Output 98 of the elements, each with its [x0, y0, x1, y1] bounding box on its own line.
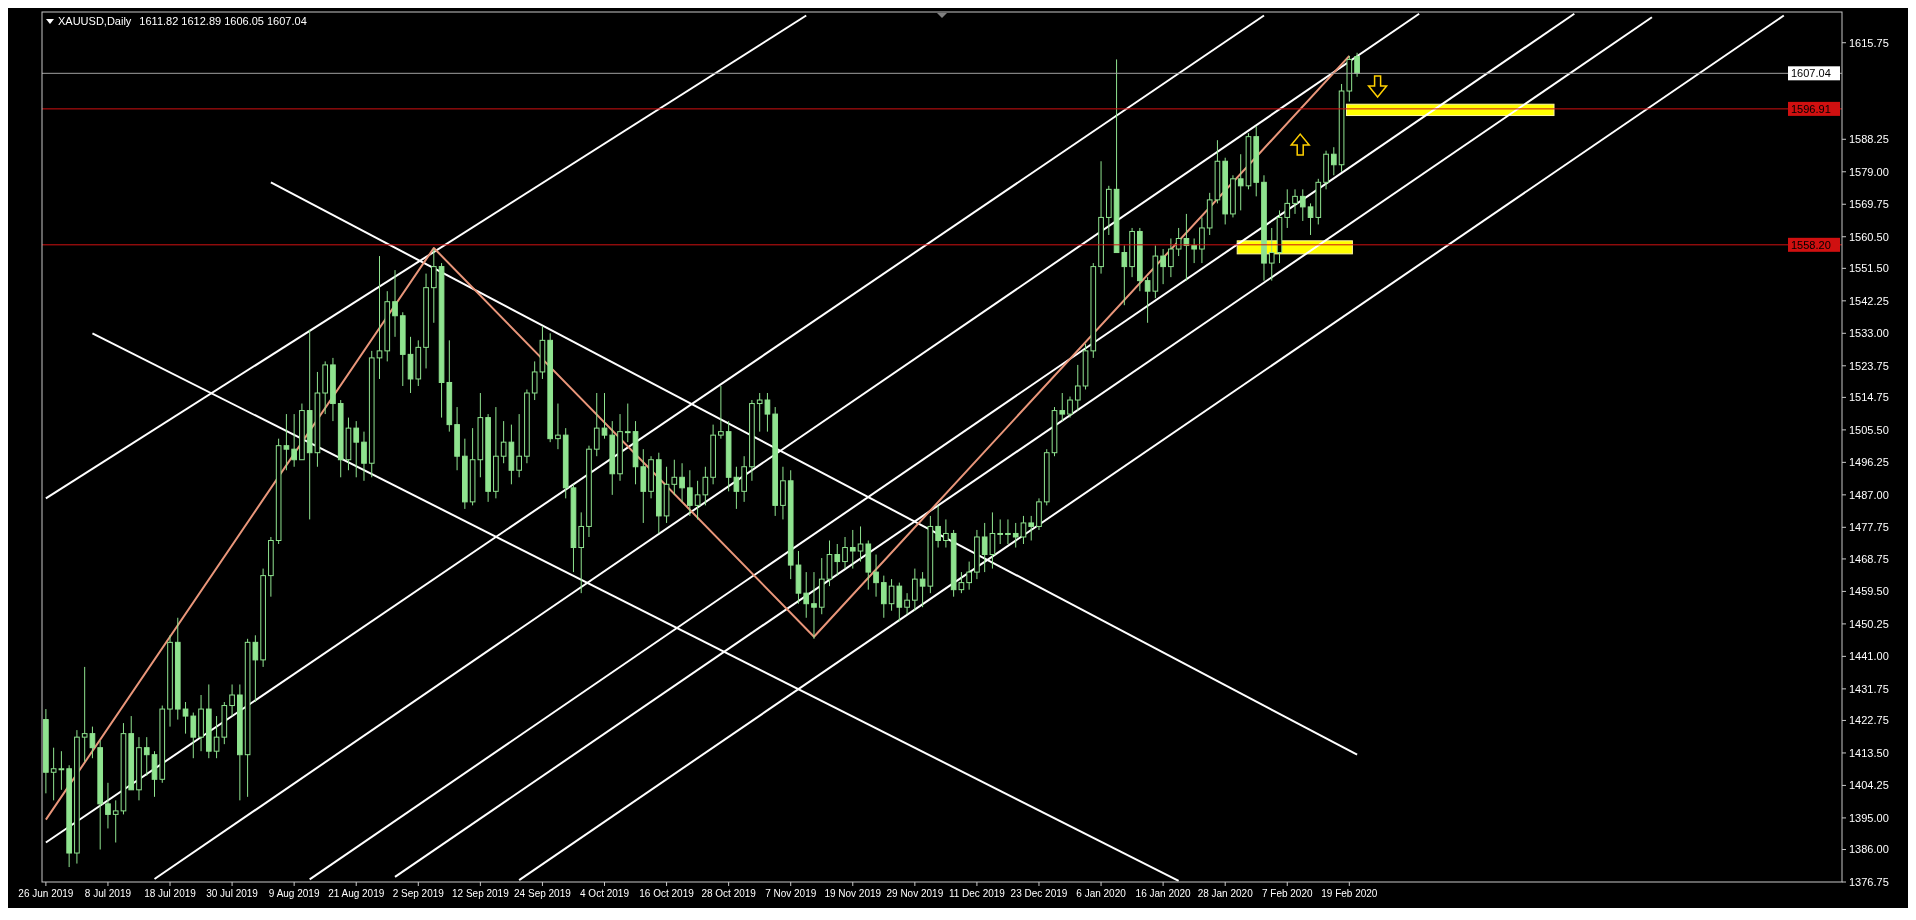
y-tick-label: 1588.25 [1849, 133, 1889, 146]
chart-subtitle: 1611.82 1612.89 1606.05 1607.04 [139, 15, 307, 27]
candlestick [1074, 364, 1081, 412]
candlestick [430, 248, 437, 324]
candlestick [1028, 515, 1035, 541]
x-tick-label: 9 Aug 2019 [268, 888, 320, 899]
x-tick-label: 24 Sep 2019 [514, 888, 572, 899]
candlestick [912, 568, 918, 612]
y-tick-label: 1386.00 [1849, 843, 1889, 856]
x-tick-label: 7 Nov 2019 [765, 888, 817, 899]
y-tick-label: 1579.00 [1849, 165, 1889, 178]
candlestick [353, 420, 360, 478]
y-tick-label: 1560.50 [1849, 230, 1889, 243]
candlestick [516, 413, 522, 478]
candlestick [803, 571, 810, 619]
candlestick [578, 511, 585, 594]
y-tick-label: 1413.50 [1849, 746, 1889, 759]
y-tick-label: 1404.25 [1849, 779, 1889, 792]
candlestick [1284, 188, 1291, 229]
y-tick-label: 1496.25 [1849, 456, 1889, 469]
candlestick [904, 592, 910, 615]
y-tick-label: 1441.00 [1849, 650, 1889, 663]
y-tick-label: 1376.75 [1849, 875, 1889, 888]
candlestick [1299, 188, 1306, 222]
x-tick-label: 23 Dec 2019 [1010, 888, 1068, 899]
candlestick [943, 518, 949, 549]
candlestick [1292, 188, 1298, 215]
candlestick [811, 571, 817, 640]
candlestick [105, 782, 111, 829]
y-tick-label: 1395.00 [1849, 811, 1889, 824]
candlestick [849, 529, 856, 570]
y-tick-label: 1533.00 [1849, 327, 1889, 340]
candlestick [624, 403, 631, 443]
candlestick [1160, 248, 1166, 285]
ref-line-label: 1607.04 [1791, 67, 1831, 80]
candlestick [1168, 238, 1174, 278]
y-tick-label: 1422.75 [1849, 714, 1889, 727]
candlestick [143, 736, 150, 777]
x-tick-label: 26 Jun 2019 [18, 888, 74, 899]
x-tick-label: 11 Dec 2019 [948, 888, 1006, 899]
x-tick-label: 21 Aug 2019 [328, 888, 385, 899]
candlestick [1191, 238, 1197, 264]
candlestick [687, 469, 693, 517]
x-tick-label: 19 Nov 2019 [824, 888, 882, 899]
candlestick [1059, 392, 1066, 422]
x-tick-label: 6 Jan 2020 [1076, 888, 1127, 899]
x-tick-label: 19 Feb 2020 [1321, 888, 1378, 899]
x-tick-label: 18 Jul 2019 [144, 888, 197, 899]
candlestick [873, 554, 879, 598]
candlestick [1067, 396, 1073, 419]
candlestick [935, 504, 941, 549]
y-tick-label: 1523.75 [1849, 359, 1889, 372]
candlestick [555, 403, 561, 450]
x-tick-label: 2 Sep 2019 [392, 888, 445, 899]
candlestick [1268, 227, 1275, 282]
x-tick-label: 16 Jan 2020 [1135, 888, 1192, 899]
candlestick [601, 392, 608, 440]
ref-line-label: 1596.91 [1791, 102, 1831, 115]
y-tick-label: 1514.75 [1849, 391, 1889, 404]
x-tick-label: 28 Jan 2020 [1197, 888, 1254, 899]
y-tick-label: 1431.75 [1849, 682, 1889, 695]
x-tick-label: 16 Oct 2019 [639, 888, 695, 899]
candlestick [1199, 216, 1205, 264]
candlestick [1354, 52, 1360, 78]
x-tick-label: 30 Jul 2019 [206, 888, 259, 899]
ref-line-label: 1558.20 [1791, 238, 1831, 251]
y-tick-label: 1505.50 [1849, 423, 1889, 436]
candlestick [361, 431, 367, 482]
x-tick-label: 7 Feb 2020 [1261, 888, 1313, 899]
candlestick [966, 561, 972, 591]
candlestick [834, 543, 841, 577]
y-tick-label: 1551.50 [1849, 262, 1889, 275]
y-tick-label: 1487.00 [1849, 488, 1889, 501]
candlestick [1005, 518, 1011, 545]
candlestick [291, 413, 297, 468]
x-tick-label: 28 Oct 2019 [701, 888, 757, 899]
x-tick-label: 12 Sep 2019 [452, 888, 510, 899]
y-tick-label: 1477.75 [1849, 521, 1889, 534]
y-tick-label: 1615.75 [1849, 36, 1889, 49]
x-tick-label: 4 Oct 2019 [580, 888, 630, 899]
candlestick [880, 575, 887, 619]
y-tick-label: 1569.75 [1849, 198, 1889, 211]
y-tick-label: 1450.25 [1849, 617, 1889, 630]
candlestick [229, 683, 235, 717]
candlestick [997, 518, 1004, 545]
candlestick [679, 462, 685, 503]
x-tick-label: 29 Nov 2019 [886, 888, 944, 899]
candlestick [392, 269, 398, 338]
candlestick [376, 255, 383, 380]
chart-title: XAUUSD,Daily [58, 15, 132, 27]
candlestick [593, 392, 600, 457]
x-tick-label: 8 Jul 2019 [84, 888, 132, 899]
candlestick [842, 536, 848, 570]
y-tick-label: 1468.75 [1849, 552, 1889, 565]
candlestick [718, 385, 724, 440]
y-tick-label: 1459.50 [1849, 585, 1889, 598]
candlestick [1330, 146, 1337, 176]
y-tick-label: 1542.25 [1849, 294, 1889, 307]
